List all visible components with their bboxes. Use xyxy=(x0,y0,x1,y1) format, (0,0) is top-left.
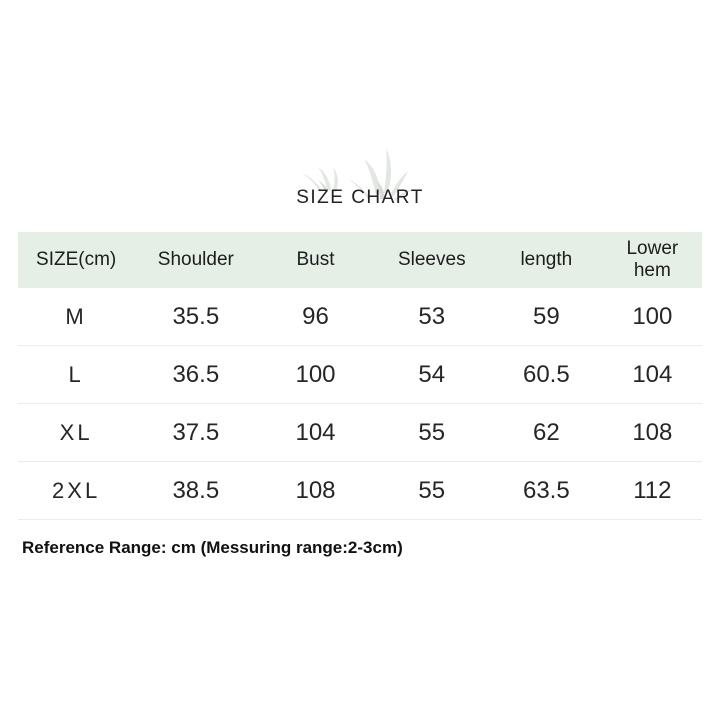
size-cell: XL xyxy=(59,419,93,445)
value-cell: 96 xyxy=(302,302,329,330)
size-cell: M xyxy=(65,303,87,329)
value-cell: 104 xyxy=(632,360,673,388)
value-cell: 53 xyxy=(418,302,446,330)
value-cell: 36.5 xyxy=(172,360,220,388)
size-cell: 2XL xyxy=(51,477,101,503)
header-cell: Shoulder xyxy=(134,249,257,271)
value-cell: 60.5 xyxy=(522,360,570,388)
value-cell: 38.5 xyxy=(172,476,220,504)
value-cell: 108 xyxy=(295,476,336,504)
value-cell: 55 xyxy=(418,476,446,504)
header-cell: Sleeves xyxy=(374,249,490,271)
header-row: SIZE(cm) Shoulder Bust Sleeves length Lower h… xyxy=(18,232,702,288)
header-label: Sleeves xyxy=(397,249,466,271)
value-cell: 54 xyxy=(418,360,446,388)
page-title: SIZE CHART xyxy=(296,187,424,208)
header-cell: SIZE(cm) xyxy=(18,249,134,271)
table-row: M 35.5 96 53 59 100 xyxy=(18,288,702,346)
table-row: L 36.5 100 54 60.5 104 xyxy=(18,346,702,404)
value-cell: 104 xyxy=(295,418,336,446)
header-label: length xyxy=(520,249,573,271)
table-body: M 35.5 96 53 59 100 L 36.5 100 54 60.5 104 XL 37.5 104… xyxy=(18,288,702,520)
value-cell: 37.5 xyxy=(172,418,220,446)
footer-note: Reference Range: cm (Messuring range:2-3… xyxy=(22,538,403,557)
header-label: Bust xyxy=(296,249,335,271)
table-row: 2XL 38.5 108 55 63.5 112 xyxy=(18,462,702,520)
value-cell: 63.5 xyxy=(522,476,570,504)
value-cell: 62 xyxy=(532,418,560,446)
leaf-sprigs-icon xyxy=(302,148,412,201)
value-cell: 55 xyxy=(418,418,446,446)
value-cell: 100 xyxy=(632,302,673,330)
header-label: SIZE(cm) xyxy=(36,249,117,271)
value-cell: 100 xyxy=(295,360,336,388)
value-cell: 35.5 xyxy=(172,302,220,330)
header-label: Lower hem xyxy=(626,238,679,281)
size-cell: L xyxy=(68,361,84,387)
value-cell: 59 xyxy=(532,302,560,330)
value-cell: 108 xyxy=(632,418,673,446)
value-cell: 112 xyxy=(633,476,672,504)
header-cell: Lower hem xyxy=(603,238,702,282)
header-label: Shoulder xyxy=(157,249,234,271)
table-row: XL 37.5 104 55 62 108 xyxy=(18,404,702,462)
header-cell: Bust xyxy=(257,249,373,271)
header-cell: length xyxy=(490,249,603,271)
size-table: SIZE(cm) Shoulder Bust Sleeves length Lower h… xyxy=(18,232,702,520)
